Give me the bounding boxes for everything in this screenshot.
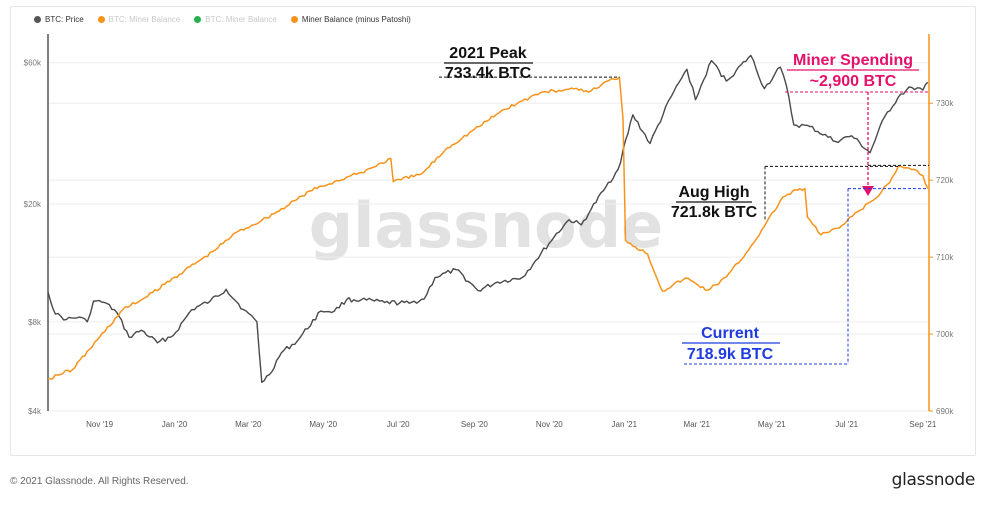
legend-item-miner-balance[interactable]: BTC: Miner Balance	[97, 14, 181, 24]
legend-label: BTC: Miner Balance	[205, 14, 277, 24]
legend-label: BTC: Price	[45, 14, 84, 24]
right-tick-label: 720k	[936, 176, 954, 185]
x-tick-label: Jul '21	[835, 420, 858, 429]
x-tick-label: Jan '20	[162, 420, 188, 429]
legend-item-miner-balance-alt[interactable]: BTC: Miner Balance	[194, 15, 277, 24]
left-tick-label: $8k	[28, 318, 42, 327]
chart-legend: BTC: Price BTC: Miner Balance BTC: Miner…	[34, 12, 411, 26]
right-tick-label: 730k	[936, 99, 954, 108]
right-tick-label: 700k	[936, 330, 954, 339]
left-tick-label: $60k	[24, 59, 42, 68]
left-tick-label: $4k	[28, 407, 42, 416]
x-tick-label: Sep '21	[909, 420, 936, 429]
legend-label: BTC: Miner Balance	[108, 14, 181, 24]
legend-swatch	[290, 15, 298, 23]
series-line-btc-price	[47, 54, 929, 383]
x-tick-label: Sep '20	[461, 420, 488, 429]
x-tick-label: Mar '20	[235, 420, 262, 429]
legend-label: Miner Balance (minus Patoshi)	[301, 14, 411, 24]
legend-swatch	[194, 15, 202, 23]
chart-panel	[10, 6, 976, 456]
x-tick-label: Jan '21	[612, 420, 638, 429]
x-tick-label: Nov '19	[86, 420, 113, 429]
right-tick-label: 690k	[936, 407, 954, 416]
annotation-aug-value: 721.8k BTC	[671, 204, 758, 221]
legend-item-price[interactable]: BTC: Price	[34, 15, 84, 24]
annotation-current-value: 718.9k BTC	[687, 346, 774, 363]
axes: $60k $20k $8k $4k 730k 720k 710k 700k 690k Nov '1…	[24, 34, 954, 429]
watermark: glassnode	[309, 189, 663, 262]
annotation-spending-arrowhead	[862, 186, 874, 196]
series-line-miner-balance	[47, 76, 929, 380]
annotation-spending-title: Miner Spending	[793, 52, 913, 69]
copyright: © 2021 Glassnode. All Rights Reserved.	[10, 476, 189, 487]
annotation-peak-title: 2021 Peak	[449, 45, 527, 62]
x-tick-label: Jul '20	[387, 420, 410, 429]
legend-item-miner-balance-minus-patoshi[interactable]: Miner Balance (minus Patoshi)	[290, 14, 411, 24]
x-tick-label: May '21	[758, 420, 786, 429]
x-tick-label: Mar '21	[684, 420, 711, 429]
grid	[48, 62, 929, 412]
annotations: 2021 Peak 733.4k BTC Aug High 721.8k BTC Min…	[439, 45, 929, 365]
annotation-peak-value: 733.4k BTC	[445, 65, 532, 82]
annotation-spending-value: ~2,900 BTC	[810, 73, 897, 90]
right-tick-label: 710k	[936, 253, 954, 262]
annotation-current-title: Current	[701, 325, 759, 342]
legend-swatch	[97, 15, 105, 23]
left-tick-label: $20k	[24, 200, 42, 209]
x-tick-label: Nov '20	[536, 420, 563, 429]
x-tick-label: May '20	[309, 420, 337, 429]
series-layer	[47, 54, 929, 383]
legend-swatch	[34, 15, 41, 23]
brand-logo: glassnode	[891, 470, 976, 490]
annotation-aug-title: Aug High	[678, 184, 749, 201]
